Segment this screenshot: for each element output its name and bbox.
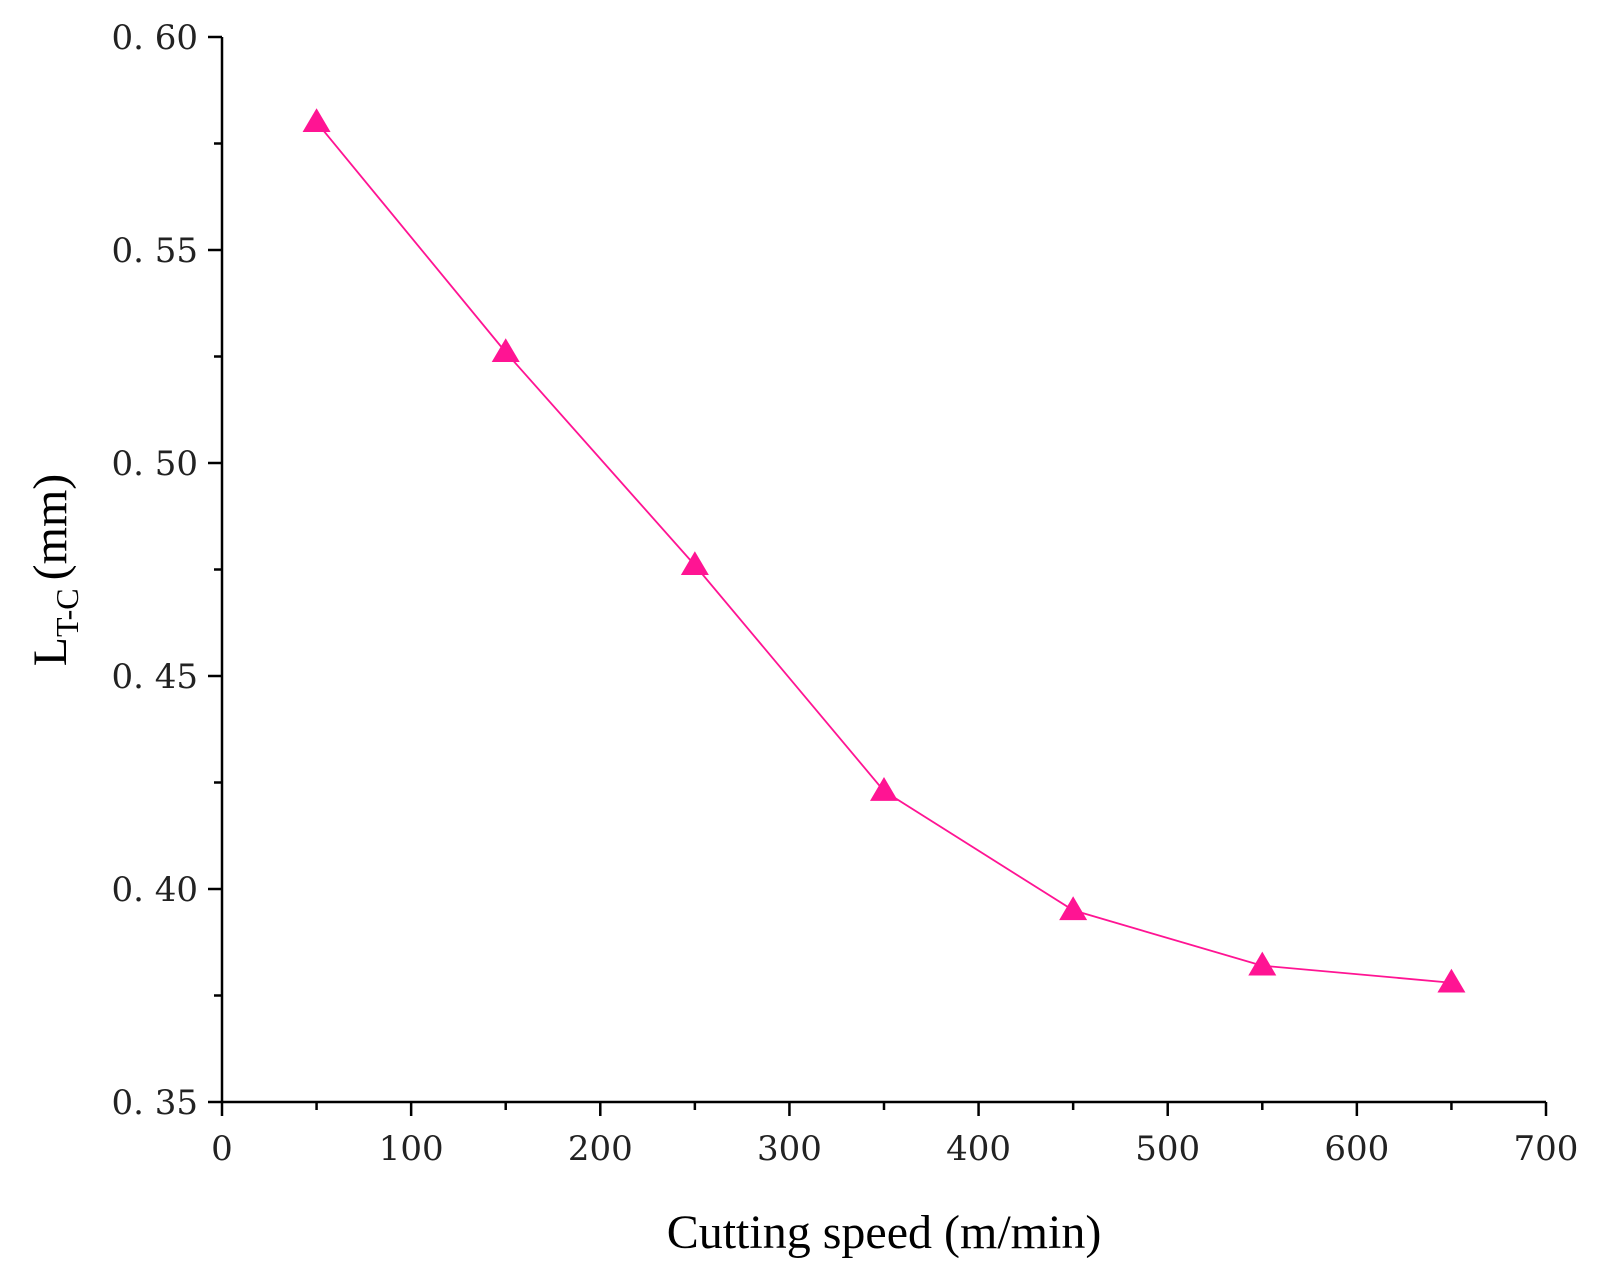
- y-axis-title: LT-C (mm): [24, 474, 85, 667]
- y-tick-label: 0. 55: [111, 231, 198, 271]
- y-axis-title-main: L: [24, 637, 77, 666]
- x-tick-label: 400: [946, 1129, 1011, 1169]
- x-tick-label: 200: [568, 1129, 633, 1169]
- x-tick-label: 0: [211, 1129, 233, 1169]
- data-point-triangle: [302, 108, 331, 132]
- data-point-triangle: [1437, 968, 1466, 993]
- y-tick-label: 0. 40: [111, 870, 198, 910]
- x-axis-title: Cutting speed (m/min): [667, 1206, 1102, 1259]
- y-axis-ticks: 0. 35 0. 40 0. 45 0. 50 0. 55 0. 60: [111, 18, 222, 1123]
- y-axis-title-unit: (mm): [24, 474, 77, 581]
- data-point-triangle: [1059, 896, 1088, 921]
- y-tick-label: 0. 50: [111, 444, 198, 484]
- x-tick-label: 100: [379, 1129, 444, 1169]
- x-tick-label: 600: [1324, 1129, 1389, 1169]
- y-tick-label: 0. 45: [111, 657, 198, 697]
- x-tick-label: 500: [1135, 1129, 1200, 1169]
- x-tick-label: 700: [1514, 1129, 1579, 1169]
- data-point-triangle: [680, 551, 709, 576]
- series-group: [302, 108, 1466, 993]
- data-point-triangle: [491, 338, 520, 363]
- x-axis-ticks: 0 100 200 300 400 500 600 700: [211, 1102, 1578, 1169]
- y-tick-label: 0. 35: [111, 1083, 198, 1123]
- series-line: [315, 121, 1452, 984]
- y-axis-title-subscript: T-C: [49, 588, 85, 637]
- x-tick-label: 300: [757, 1129, 822, 1169]
- data-point-triangle: [870, 777, 898, 801]
- y-tick-label: 0. 60: [111, 18, 198, 58]
- data-point-triangle: [1248, 951, 1277, 976]
